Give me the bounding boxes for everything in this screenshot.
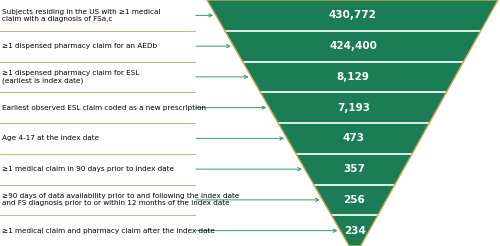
Text: Earliest observed ESL claim coded as a new prescription: Earliest observed ESL claim coded as a n… (2, 105, 206, 111)
Text: 473: 473 (343, 133, 365, 143)
Text: 8,129: 8,129 (337, 72, 370, 82)
Polygon shape (296, 154, 412, 184)
Text: 234: 234 (344, 226, 366, 236)
Text: ≥1 medical claim in 90 days prior to index date: ≥1 medical claim in 90 days prior to ind… (2, 166, 174, 172)
Polygon shape (332, 215, 378, 246)
Polygon shape (278, 123, 430, 154)
Text: ≥1 dispensed pharmacy claim for ESL
(earliest is index date): ≥1 dispensed pharmacy claim for ESL (ear… (2, 70, 140, 84)
Text: 424,400: 424,400 (329, 41, 377, 51)
Text: Age 4-17 at the index date: Age 4-17 at the index date (2, 135, 99, 141)
Text: ≥1 dispensed pharmacy claim for an AEDb: ≥1 dispensed pharmacy claim for an AEDb (2, 43, 157, 49)
Text: Subjects residing in the US with ≥1 medical
claim with a diagnosis of FSa,c: Subjects residing in the US with ≥1 medi… (2, 9, 160, 22)
Text: 430,772: 430,772 (328, 10, 376, 20)
Text: ≥1 medical claim and pharmacy claim after the index date: ≥1 medical claim and pharmacy claim afte… (2, 228, 215, 234)
Polygon shape (314, 184, 395, 215)
Text: ≥90 days of data availability prior to and following the index date
and FS diagn: ≥90 days of data availability prior to a… (2, 193, 240, 206)
Text: 256: 256 (344, 195, 365, 205)
Text: 7,193: 7,193 (337, 103, 370, 113)
Polygon shape (260, 92, 446, 123)
Polygon shape (242, 62, 464, 92)
Polygon shape (207, 0, 498, 31)
Polygon shape (225, 31, 481, 62)
Text: 357: 357 (343, 164, 365, 174)
